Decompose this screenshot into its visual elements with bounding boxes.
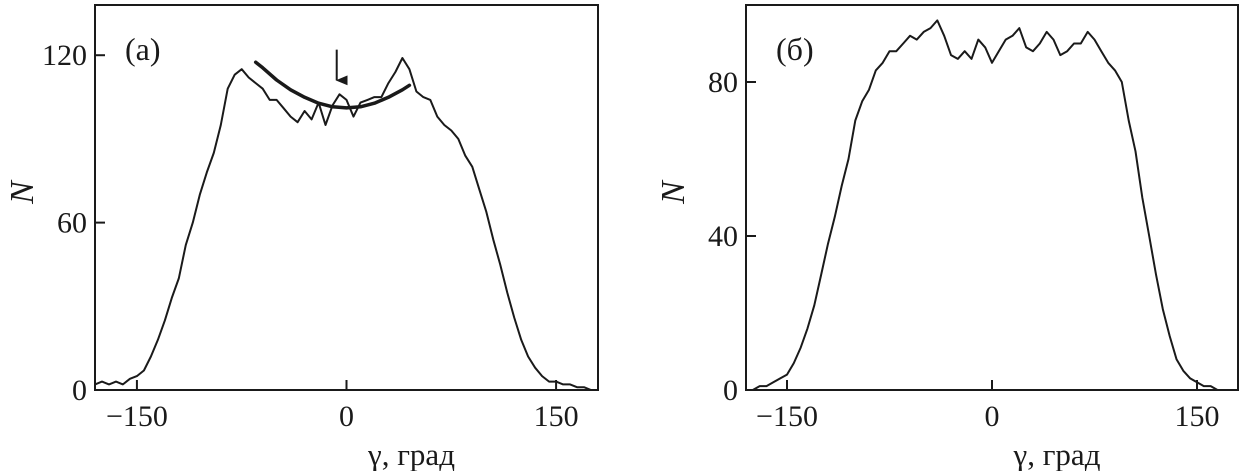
x-tick-label: −150 bbox=[106, 400, 168, 433]
panel-label: (а) bbox=[125, 31, 161, 67]
y-tick-label: 40 bbox=[708, 220, 738, 253]
fit-curve bbox=[253, 60, 412, 110]
data-line bbox=[94, 57, 599, 391]
y-tick-label: 0 bbox=[723, 374, 738, 407]
y-tick-label: 60 bbox=[57, 207, 87, 240]
x-tick-label: 0 bbox=[985, 400, 1000, 433]
y-axis-label: N bbox=[655, 179, 692, 205]
x-axis-label: γ, град bbox=[367, 437, 455, 471]
plot-frame bbox=[94, 4, 599, 391]
x-tick-label: 150 bbox=[534, 400, 579, 433]
panel-label: (б) bbox=[776, 31, 814, 67]
data-line bbox=[745, 19, 1239, 391]
panel-2: −150 0 150 0 40 80 γ, град N (б) bbox=[655, 4, 1239, 471]
x-tick-label: 150 bbox=[1175, 400, 1220, 433]
x-tick-label: 0 bbox=[339, 400, 354, 433]
y-tick-label: 80 bbox=[708, 66, 738, 99]
y-tick-label: 120 bbox=[42, 39, 87, 72]
x-tick-label: −150 bbox=[756, 400, 818, 433]
panel-1: −150 0 150 0 60 120 γ, град N (а) bbox=[4, 4, 599, 471]
x-axis-label: γ, град bbox=[1013, 437, 1101, 471]
y-axis-label: N bbox=[4, 179, 41, 205]
y-tick-label: 0 bbox=[72, 374, 87, 407]
